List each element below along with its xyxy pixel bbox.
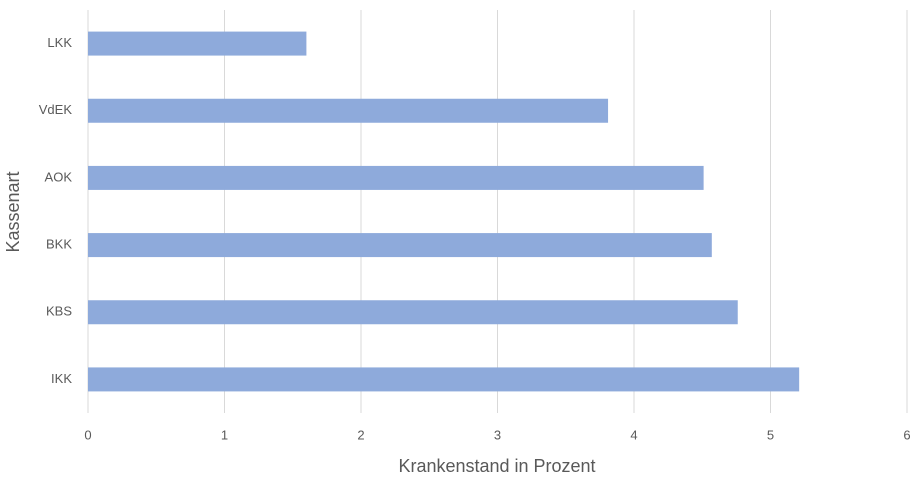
x-tick-label: 1 <box>221 427 228 442</box>
x-tick-label: 3 <box>494 427 501 442</box>
x-tick-label: 6 <box>903 427 910 442</box>
y-tick-label: KBS <box>46 304 72 319</box>
x-tick-label: 0 <box>84 427 91 442</box>
y-tick-label: VdEK <box>39 102 73 117</box>
x-tick-label: 2 <box>357 427 364 442</box>
y-tick-label: IKK <box>51 371 72 386</box>
bar <box>88 31 307 56</box>
bar <box>88 165 704 190</box>
y-tick-label: LKK <box>47 35 72 50</box>
y-tick-label: BKK <box>46 237 72 252</box>
x-tick-label: 5 <box>767 427 774 442</box>
bar <box>88 367 800 392</box>
bar <box>88 300 738 325</box>
y-axis-label: Kassenart <box>3 171 23 252</box>
bar <box>88 233 712 258</box>
bar <box>88 98 609 123</box>
x-tick-label: 4 <box>630 427 637 442</box>
y-tick-label: AOK <box>45 169 73 184</box>
x-axis-label: Krankenstand in Prozent <box>398 456 595 476</box>
